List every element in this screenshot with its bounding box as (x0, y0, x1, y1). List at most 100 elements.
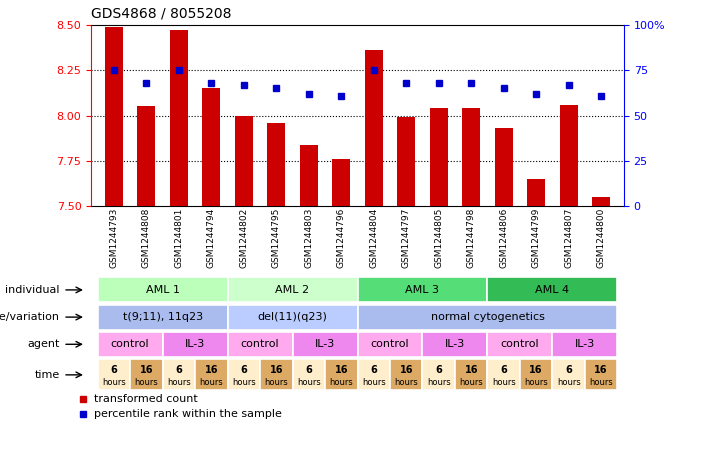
Text: time: time (34, 370, 60, 380)
Text: IL-3: IL-3 (315, 339, 335, 349)
Bar (292, 332, 358, 357)
Text: del(11)(q23): del(11)(q23) (257, 312, 327, 322)
Text: 16: 16 (334, 365, 348, 375)
Text: hours: hours (200, 378, 223, 387)
Text: IL-3: IL-3 (185, 339, 205, 349)
Text: hours: hours (297, 378, 320, 387)
Text: 16: 16 (205, 365, 218, 375)
Text: 16: 16 (529, 365, 543, 375)
Bar (97, 359, 130, 390)
Text: IL-3: IL-3 (575, 339, 595, 349)
Text: IL-3: IL-3 (445, 339, 465, 349)
Text: GSM1244806: GSM1244806 (499, 207, 508, 268)
Text: AML 2: AML 2 (275, 285, 310, 295)
Text: GSM1244793: GSM1244793 (109, 207, 118, 268)
Text: hours: hours (427, 378, 451, 387)
Bar (163, 359, 195, 390)
Text: 6: 6 (435, 365, 442, 375)
Bar (97, 277, 228, 303)
Bar (423, 359, 455, 390)
Bar (137, 106, 156, 206)
Bar (430, 108, 448, 206)
Text: control: control (111, 339, 149, 349)
Bar (495, 128, 512, 206)
Text: genotype/variation: genotype/variation (0, 312, 60, 322)
Bar (97, 304, 228, 330)
Bar (163, 332, 228, 357)
Text: hours: hours (459, 378, 483, 387)
Bar (527, 179, 545, 206)
Bar (195, 359, 228, 390)
Bar (397, 117, 415, 206)
Text: 16: 16 (270, 365, 283, 375)
Text: 6: 6 (111, 365, 117, 375)
Text: GSM1244798: GSM1244798 (467, 207, 476, 268)
Text: GSM1244802: GSM1244802 (239, 207, 248, 268)
Bar (462, 108, 480, 206)
Text: 6: 6 (175, 365, 182, 375)
Text: GSM1244796: GSM1244796 (336, 207, 346, 268)
Text: GDS4868 / 8055208: GDS4868 / 8055208 (91, 6, 231, 20)
Bar (228, 359, 260, 390)
Bar (455, 359, 487, 390)
Bar (332, 159, 350, 206)
Text: GSM1244807: GSM1244807 (564, 207, 573, 268)
Bar (267, 123, 285, 206)
Bar (423, 332, 487, 357)
Bar (235, 116, 253, 206)
Text: individual: individual (5, 285, 60, 295)
Bar (487, 332, 552, 357)
Bar (552, 332, 618, 357)
Text: GSM1244801: GSM1244801 (175, 207, 184, 268)
Bar (585, 359, 618, 390)
Text: 6: 6 (501, 365, 507, 375)
Text: hours: hours (590, 378, 613, 387)
Bar (170, 30, 188, 206)
Text: hours: hours (167, 378, 191, 387)
Text: hours: hours (102, 378, 125, 387)
Bar (260, 359, 292, 390)
Text: 16: 16 (400, 365, 413, 375)
Text: hours: hours (362, 378, 386, 387)
Bar (325, 359, 358, 390)
Bar (358, 277, 487, 303)
Text: control: control (501, 339, 539, 349)
Text: GSM1244794: GSM1244794 (207, 207, 216, 268)
Text: 16: 16 (594, 365, 608, 375)
Bar (390, 359, 423, 390)
Bar (228, 304, 358, 330)
Text: 16: 16 (465, 365, 478, 375)
Text: hours: hours (492, 378, 515, 387)
Text: hours: hours (395, 378, 418, 387)
Text: GSM1244795: GSM1244795 (272, 207, 281, 268)
Text: normal cytogenetics: normal cytogenetics (430, 312, 545, 322)
Text: percentile rank within the sample: percentile rank within the sample (93, 409, 281, 419)
Text: agent: agent (27, 339, 60, 349)
Text: GSM1244803: GSM1244803 (304, 207, 313, 268)
Bar (520, 359, 552, 390)
Text: 16: 16 (139, 365, 153, 375)
Text: GSM1244797: GSM1244797 (402, 207, 411, 268)
Text: t(9;11), 11q23: t(9;11), 11q23 (123, 312, 203, 322)
Bar (559, 105, 578, 206)
Text: 6: 6 (565, 365, 572, 375)
Text: AML 1: AML 1 (146, 285, 179, 295)
Text: GSM1244804: GSM1244804 (369, 207, 379, 268)
Text: AML 4: AML 4 (536, 285, 569, 295)
Text: GSM1244808: GSM1244808 (142, 207, 151, 268)
Text: 6: 6 (306, 365, 312, 375)
Text: hours: hours (135, 378, 158, 387)
Bar (105, 27, 123, 206)
Text: hours: hours (329, 378, 353, 387)
Bar (487, 359, 520, 390)
Bar (365, 50, 383, 206)
Bar (228, 277, 358, 303)
Text: transformed count: transformed count (93, 394, 197, 404)
Text: hours: hours (524, 378, 548, 387)
Bar (592, 197, 610, 206)
Bar (130, 359, 163, 390)
Bar (358, 359, 390, 390)
Bar (552, 359, 585, 390)
Bar (97, 332, 163, 357)
Text: hours: hours (557, 378, 580, 387)
